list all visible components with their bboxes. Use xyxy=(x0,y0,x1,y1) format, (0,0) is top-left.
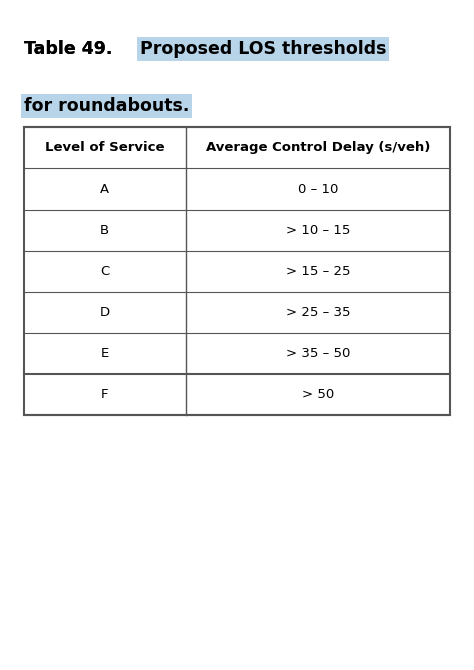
Text: A: A xyxy=(100,182,109,196)
Text: for roundabouts.: for roundabouts. xyxy=(24,97,189,115)
Text: > 10 – 15: > 10 – 15 xyxy=(286,224,350,237)
Text: Proposed LOS thresholds: Proposed LOS thresholds xyxy=(140,40,386,58)
Text: Level of Service: Level of Service xyxy=(45,141,164,154)
Text: > 15 – 25: > 15 – 25 xyxy=(286,265,350,278)
Text: > 50: > 50 xyxy=(302,389,334,401)
Text: B: B xyxy=(100,224,109,237)
Text: Average Control Delay (s/veh): Average Control Delay (s/veh) xyxy=(206,141,430,154)
Text: 0 – 10: 0 – 10 xyxy=(298,182,338,196)
Text: Table 49.: Table 49. xyxy=(24,40,118,58)
Text: F: F xyxy=(101,389,109,401)
Text: > 35 – 50: > 35 – 50 xyxy=(286,347,350,360)
Text: C: C xyxy=(100,265,109,278)
Text: Table 49.: Table 49. xyxy=(24,40,118,58)
Text: > 25 – 35: > 25 – 35 xyxy=(286,306,350,319)
Text: D: D xyxy=(100,306,110,319)
Text: E: E xyxy=(100,347,109,360)
